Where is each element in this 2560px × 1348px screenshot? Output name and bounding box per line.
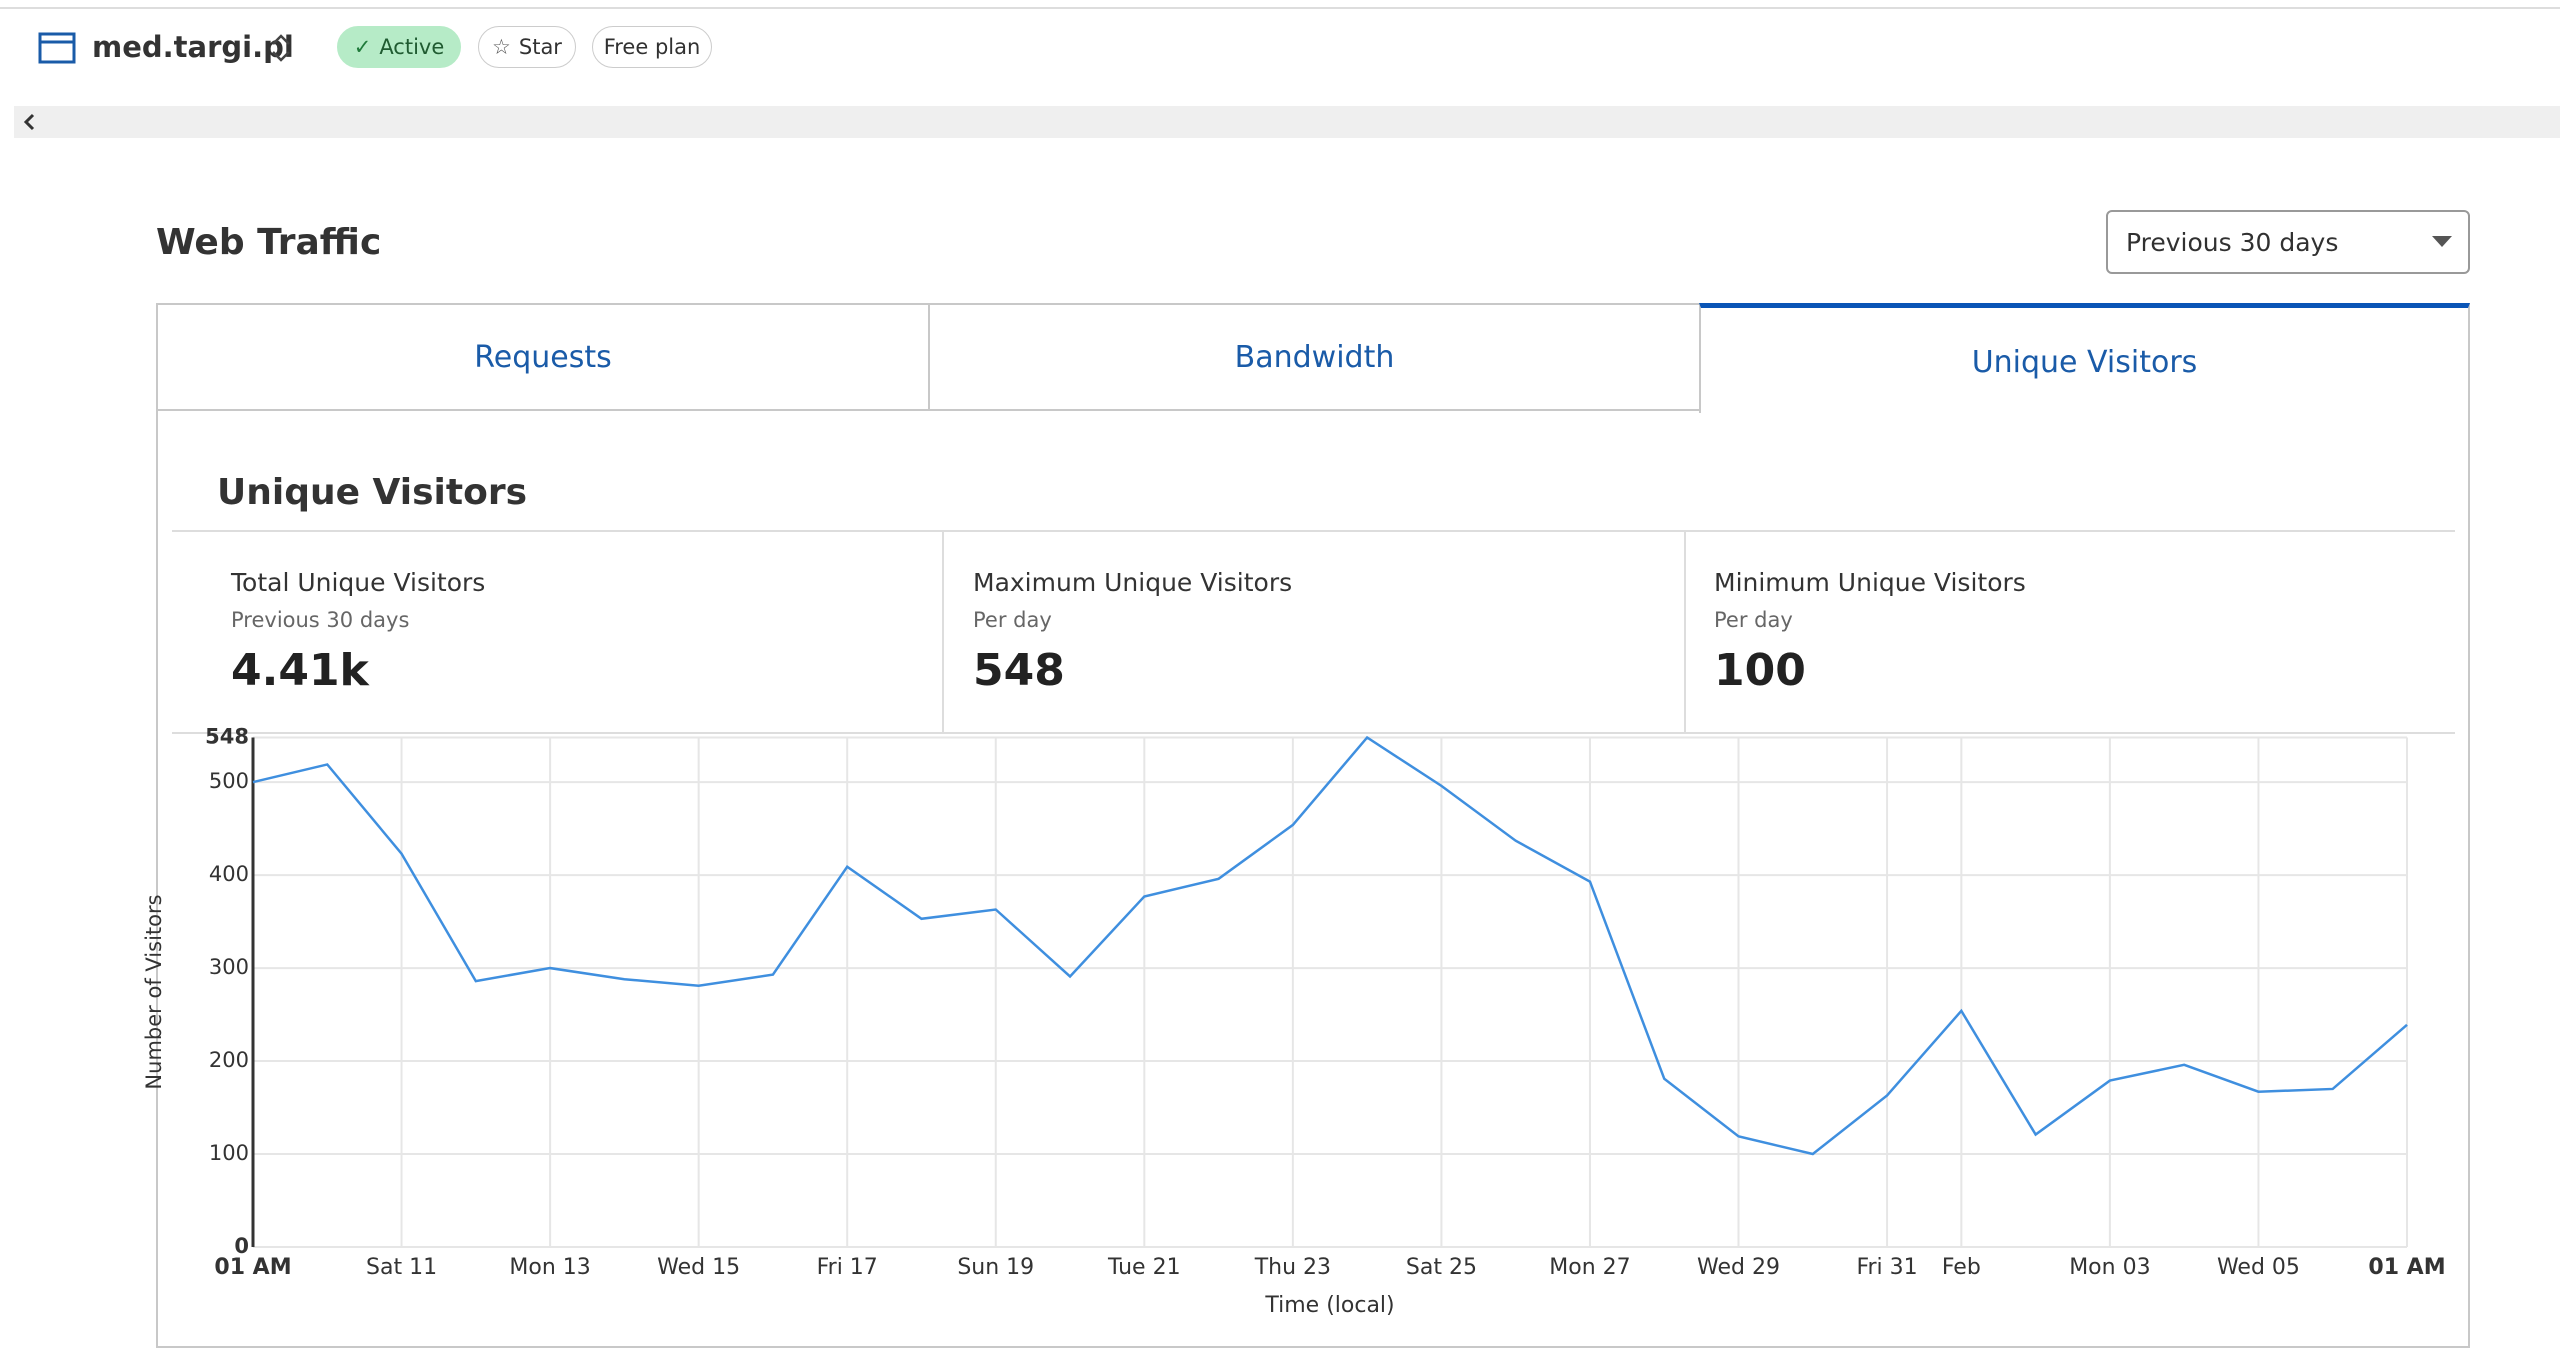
line	[252, 735, 2408, 1156]
badge-text: Star	[518, 35, 562, 59]
stat-label: Minimum Unique Visitors	[1714, 568, 2026, 597]
stat-sub: Per day	[1714, 608, 1793, 632]
stat-label: Total Unique Visitors	[231, 568, 486, 597]
x-tick-label: Fri 17	[817, 1255, 878, 1280]
divider	[172, 732, 2455, 734]
stat-value: 548	[973, 645, 1065, 696]
site-name[interactable]: med.targi.pl	[92, 30, 294, 64]
y-tick-label: 500	[209, 769, 249, 793]
range-text: Previous 30 days	[2126, 227, 2339, 257]
section-title: Web Traffic	[156, 222, 382, 263]
x-tick-label: 01 AM	[2368, 1255, 2445, 1280]
badge-text: Active	[379, 35, 445, 59]
site-switch[interactable]	[268, 32, 294, 64]
x-axis-title: Time (local)	[1264, 1293, 1394, 1318]
y-axis-title: Number of Visitors	[142, 894, 166, 1089]
stat-sub: Previous 30 days	[231, 608, 410, 632]
stat-value: 4.41k	[231, 645, 369, 696]
divider	[1684, 531, 1686, 733]
y-tick-label: 200	[209, 1048, 249, 1072]
x-tick-label: Sat 25	[1406, 1255, 1477, 1280]
x-tick-label: Fri 31	[1856, 1255, 1917, 1280]
x-tick-label: Wed 05	[2217, 1255, 2300, 1280]
divider	[172, 530, 2455, 532]
x-tick-label: Wed 29	[1697, 1255, 1780, 1280]
x-tick-label: Feb	[1942, 1255, 1981, 1280]
site-icon	[38, 32, 76, 64]
x-tick-label: Tue 21	[1107, 1255, 1181, 1280]
y-tick-label: 0	[234, 1234, 249, 1258]
x-tick-label: Mon 13	[509, 1255, 590, 1280]
x-tick-label: Mon 03	[2069, 1255, 2150, 1280]
panel-title: Unique Visitors	[217, 472, 528, 513]
collapse-button[interactable]	[18, 110, 42, 134]
x-tick-label: Wed 15	[657, 1255, 740, 1280]
stat-label: Maximum Unique Visitors	[973, 568, 1293, 597]
y-tick-label: 548	[205, 725, 249, 749]
range-select[interactable]: Previous 30 days	[2106, 210, 2470, 274]
status-badge: ✓ Active	[337, 26, 461, 68]
stat-sub: Per day	[973, 608, 1052, 632]
tab[interactable]: Bandwidth	[928, 303, 1701, 411]
x-tick-label: Thu 23	[1254, 1255, 1331, 1280]
top-border	[0, 7, 2560, 9]
star-button[interactable]: ☆ Star	[478, 26, 576, 68]
x-tick-label: Sun 19	[957, 1255, 1034, 1280]
y-tick-label: 400	[209, 862, 249, 886]
y-tick-label: 300	[209, 955, 249, 979]
x-tick-label: 01 AM	[214, 1255, 291, 1280]
x-tick-label: Sat 11	[366, 1255, 437, 1280]
divider	[942, 531, 944, 733]
dropdown-arrow	[2432, 236, 2452, 247]
stat-value: 100	[1714, 645, 1806, 696]
y-tick-label: 100	[209, 1141, 249, 1165]
badge-text: Free plan	[603, 35, 701, 59]
collapse-bar	[14, 106, 2560, 138]
x-tick-label: Mon 27	[1549, 1255, 1630, 1280]
plan-badge: Free plan	[592, 26, 712, 68]
tab[interactable]: Requests	[156, 303, 930, 411]
tab-active[interactable]: Unique Visitors	[1699, 303, 2470, 413]
